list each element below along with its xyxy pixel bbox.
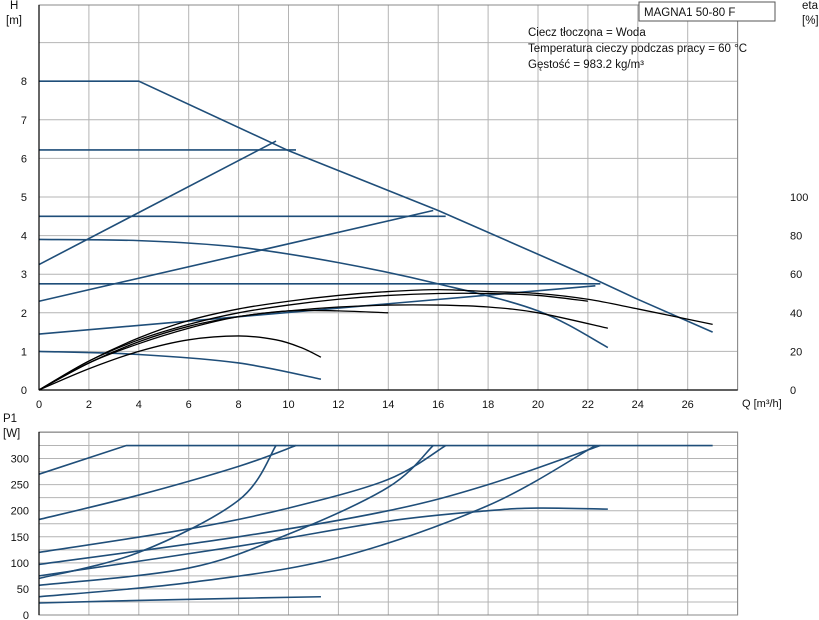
efficiency-tick-label: 80	[790, 231, 802, 243]
efficiency-curves	[38, 288, 713, 391]
head-curve	[38, 350, 322, 380]
head-curve	[38, 209, 434, 302]
power-tick-label: 150	[11, 532, 29, 544]
flow-tick-label: 16	[432, 399, 444, 411]
head-curve	[38, 140, 277, 266]
head-tick-label: 0	[21, 385, 27, 397]
head-curve	[39, 80, 713, 333]
flow-tick-label: 20	[532, 399, 544, 411]
efficiency-curve	[38, 304, 609, 391]
flow-tick-label: 22	[582, 399, 594, 411]
model-label-box	[638, 1, 776, 22]
efficiency-tick-label: 60	[790, 269, 802, 281]
head-tick-label: 4	[21, 231, 27, 243]
power-tick-label: 200	[11, 506, 29, 518]
efficiency-tick-label: 20	[790, 346, 802, 358]
efficiency-curve	[38, 292, 588, 391]
power-curve	[38, 444, 447, 554]
flow-tick-label: 0	[36, 399, 42, 411]
power-curve	[38, 595, 321, 604]
power-curve	[38, 444, 601, 566]
efficiency-tick-label: 100	[790, 192, 808, 204]
power-curve	[38, 444, 297, 521]
power-tick-label: 100	[11, 558, 29, 570]
tick-labels: 0 2 4 6 8 10 12 14 16 18 20 22 24 2601234567802040608…	[11, 76, 809, 620]
head-tick-label: 3	[21, 269, 27, 281]
head-curve	[38, 238, 609, 349]
power-axis-title: P1	[3, 413, 17, 425]
power-tick-label: 50	[17, 584, 29, 596]
efficiency-tick-label: 40	[790, 308, 802, 320]
power-tick-label: 0	[23, 610, 29, 620]
head-tick-label: 8	[21, 76, 27, 88]
head-tick-label: 2	[21, 308, 27, 320]
flow-tick-label: 4	[136, 399, 142, 411]
power-tick-label: 300	[11, 454, 29, 466]
power-curves	[38, 444, 713, 604]
power-tick-label: 250	[11, 480, 29, 492]
model-label: MAGNA1 50-80 F	[644, 7, 735, 19]
head-tick-label: 6	[21, 153, 27, 165]
efficiency-curve	[38, 288, 713, 391]
info-density: Gęstość = 983.2 kg/m³	[528, 59, 644, 71]
flow-tick-label: 6	[186, 399, 192, 411]
flow-tick-label: 12	[332, 399, 344, 411]
head-curves	[38, 80, 713, 380]
power-curve	[38, 507, 608, 577]
flow-tick-label: 2	[86, 399, 92, 411]
flow-tick-label: 14	[382, 399, 394, 411]
efficiency-axis-unit: [%]	[802, 15, 819, 27]
flow-tick-label: 18	[482, 399, 494, 411]
efficiency-curve	[38, 335, 322, 391]
head-axis-title: H	[10, 0, 18, 12]
head-axis-unit: [m]	[6, 15, 22, 27]
efficiency-axis-title: eta	[802, 0, 819, 12]
efficiency-tick-label: 0	[790, 385, 796, 397]
power-curve	[38, 444, 713, 475]
head-tick-label: 1	[21, 346, 27, 358]
power-axis-unit: [W]	[3, 428, 20, 440]
flow-tick-label: 24	[632, 399, 644, 411]
head-grid	[38, 5, 739, 390]
axes	[38, 4, 739, 616]
head-tick-label: 5	[21, 192, 27, 204]
flow-tick-label: 8	[236, 399, 242, 411]
head-tick-label: 7	[21, 115, 27, 127]
power-curve	[38, 444, 596, 598]
info-fluid: Ciecz tłoczona = Woda	[528, 27, 646, 39]
flow-axis-label: Q [m³/h]	[742, 398, 782, 410]
flow-tick-label: 10	[282, 399, 294, 411]
efficiency-curve	[38, 309, 389, 391]
flow-tick-label: 26	[682, 399, 694, 411]
info-temperature: Temperatura cieczy podczas pracy = 60 °C	[528, 43, 747, 55]
